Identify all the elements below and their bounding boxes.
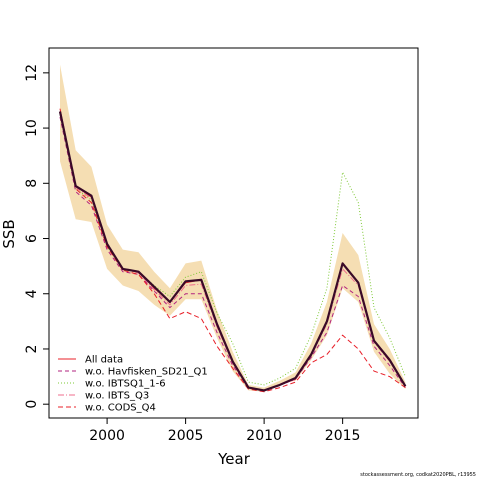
y-tick-label: 2 bbox=[24, 345, 40, 354]
legend-label: w.o. CODS_Q4 bbox=[85, 403, 156, 414]
y-tick-label: 10 bbox=[24, 119, 40, 137]
x-axis-title: Year bbox=[217, 450, 251, 468]
footer-note: stockassessment.org, codkat2020PBL, r139… bbox=[360, 472, 476, 478]
series-line-2 bbox=[59, 116, 406, 391]
series-line-5 bbox=[59, 111, 406, 393]
legend-label: All data bbox=[85, 355, 123, 366]
band-area bbox=[60, 64, 406, 392]
x-axis: 2000 2005 2010 2015 bbox=[89, 417, 361, 444]
y-tick-label: 6 bbox=[24, 234, 40, 243]
x-tick-label: 2015 bbox=[325, 428, 361, 444]
y-axis-title: SSB bbox=[0, 219, 18, 248]
confidence-band bbox=[60, 64, 406, 392]
y-axis: 0 2 4 6 8 10 12 bbox=[24, 64, 50, 409]
legend-label: w.o. IBTSQ1_1-6 bbox=[85, 379, 166, 390]
y-tick-label: 0 bbox=[24, 400, 40, 409]
x-tick-label: 2010 bbox=[246, 428, 282, 444]
legend-label: w.o. Havfisken_SD21_Q1 bbox=[85, 367, 208, 378]
legend-label: w.o. IBTS_Q3 bbox=[85, 391, 149, 402]
x-tick-label: 2005 bbox=[168, 428, 204, 444]
y-tick-label: 12 bbox=[24, 64, 40, 82]
main-line bbox=[58, 111, 407, 392]
x-tick-label: 2000 bbox=[89, 428, 125, 444]
main-estimate-line bbox=[58, 111, 407, 392]
y-tick-label: 8 bbox=[24, 179, 40, 188]
y-tick-label: 4 bbox=[24, 289, 40, 298]
